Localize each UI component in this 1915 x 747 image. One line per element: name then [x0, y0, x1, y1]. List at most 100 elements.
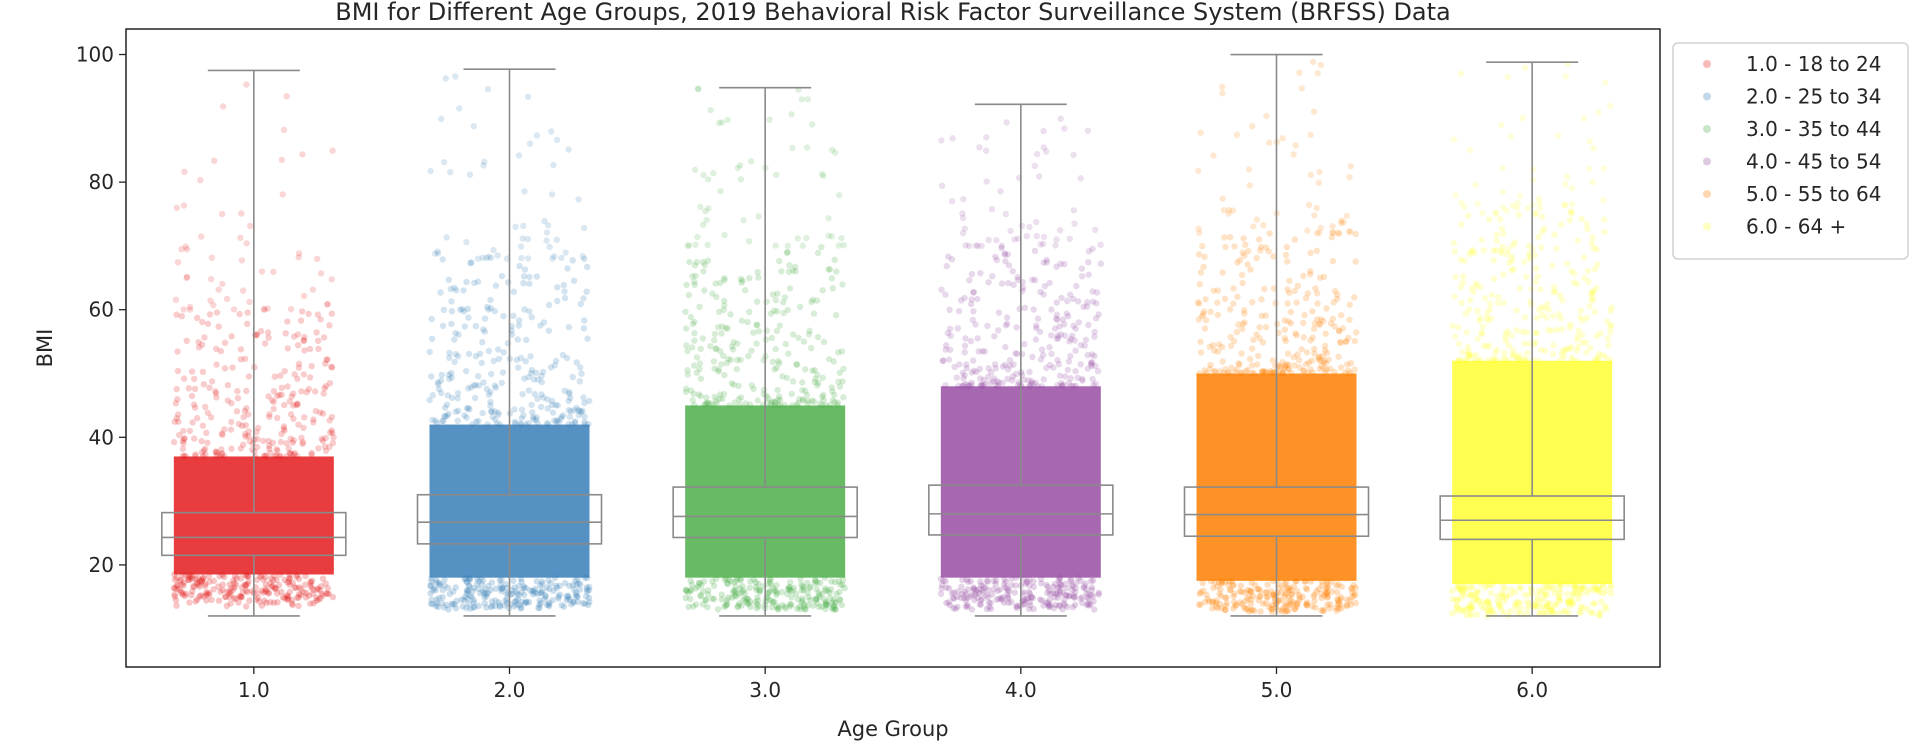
strip-point [975, 589, 983, 597]
strip-point [221, 339, 229, 346]
strip-point [246, 438, 254, 445]
strip-point [1335, 581, 1342, 588]
strip-point [1545, 600, 1552, 607]
strip-point [1052, 242, 1059, 249]
strip-point [188, 575, 195, 582]
strip-point [1556, 586, 1563, 593]
strip-point [711, 330, 719, 338]
strip-point [787, 579, 794, 586]
strip-point [547, 364, 555, 371]
strip-point [1285, 595, 1293, 602]
strip-point [1589, 234, 1596, 241]
strip-point [466, 576, 473, 584]
strip-point [452, 605, 460, 612]
strip-point [1242, 597, 1249, 605]
strip-point [1493, 237, 1500, 244]
strip-point [180, 452, 188, 460]
strip-point [1549, 607, 1556, 614]
strip-point [238, 584, 246, 591]
strip-point [766, 576, 773, 583]
strip-point [964, 381, 971, 388]
strip-point [1505, 357, 1512, 364]
strip-point [1094, 368, 1102, 375]
strip-point [473, 575, 481, 582]
strip-point [1064, 366, 1072, 374]
strip-point [1200, 263, 1207, 270]
strip-point [1332, 604, 1340, 612]
strip-point [945, 356, 953, 363]
strip-point [1329, 229, 1337, 237]
strip-point [954, 588, 962, 595]
strip-point [215, 597, 223, 604]
strip-point [1320, 317, 1327, 325]
strip-point [1535, 603, 1542, 610]
strip-point [1590, 600, 1597, 607]
strip-point [799, 379, 806, 386]
strip-point [1279, 605, 1287, 613]
strip-point [200, 574, 207, 581]
strip-point [514, 595, 522, 603]
strip-point [568, 601, 575, 608]
strip-point [235, 420, 243, 428]
strip-point [773, 602, 780, 610]
strip-point [707, 107, 714, 114]
strip-point [1043, 364, 1050, 372]
strip-point [1515, 356, 1522, 363]
strip-point [1315, 356, 1322, 363]
strip-point [801, 601, 808, 608]
strip-point [713, 293, 720, 301]
strip-point [270, 577, 277, 584]
strip-point [285, 578, 292, 585]
strip-point [287, 450, 294, 457]
strip-point [1318, 594, 1325, 602]
strip-point [1335, 599, 1343, 606]
strip-point [964, 601, 971, 609]
strip-point [1600, 165, 1607, 172]
strip-point [1270, 285, 1278, 292]
strip-point [1222, 366, 1229, 373]
strip-point [1042, 599, 1050, 606]
strip-point [515, 364, 522, 371]
strip-point [515, 152, 523, 159]
strip-point [1496, 602, 1503, 609]
strip-point [1281, 603, 1289, 610]
strip-point [1498, 606, 1505, 613]
strip-point [1324, 584, 1331, 591]
strip-point [697, 375, 705, 382]
strip-point [1074, 374, 1082, 382]
strip-point [1467, 297, 1474, 304]
strip-point [1091, 352, 1098, 360]
strip-point [712, 397, 720, 404]
strip-point [1083, 303, 1091, 310]
strip-point [1057, 582, 1064, 589]
strip-point [1315, 585, 1323, 593]
strip-point [233, 575, 240, 582]
strip-point [781, 401, 788, 409]
strip-point [1495, 294, 1502, 301]
strip-point [695, 391, 702, 398]
strip-point [1197, 601, 1204, 608]
strip-point [995, 309, 1003, 316]
strip-point [1056, 575, 1064, 582]
strip-point [1029, 594, 1036, 602]
strip-point [273, 452, 280, 459]
strip-point [1018, 222, 1026, 230]
strip-point [1509, 202, 1516, 209]
strip-point [457, 306, 464, 313]
strip-point [1206, 343, 1214, 351]
strip-point [553, 236, 560, 243]
strip-point [740, 596, 747, 603]
strip-point [267, 580, 274, 587]
strip-point [1603, 605, 1610, 613]
strip-point [1264, 581, 1271, 588]
strip-point [1056, 323, 1063, 330]
strip-point [237, 234, 244, 241]
strip-point [718, 596, 725, 603]
strip-point [556, 591, 564, 598]
strip-point [284, 579, 291, 586]
strip-point [1324, 593, 1332, 600]
strip-point [1088, 584, 1096, 591]
strip-point [959, 590, 966, 597]
strip-point [839, 378, 846, 385]
strip-point [1064, 313, 1072, 320]
